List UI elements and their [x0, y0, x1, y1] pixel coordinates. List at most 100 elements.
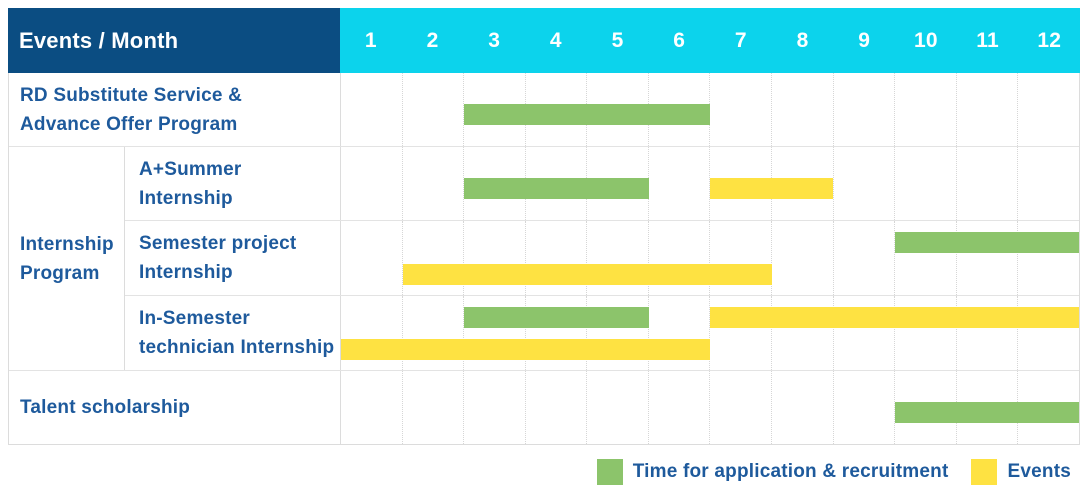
month-grid-cell	[957, 147, 1019, 220]
header-title-cell: Events / Month	[8, 8, 340, 73]
month-grid-cell	[895, 73, 957, 146]
table-body: RD Substitute Service & Advance Offer Pr…	[8, 73, 1080, 445]
month-grid-cell	[834, 296, 896, 370]
month-label: 1	[364, 28, 377, 52]
month-label: 5	[611, 28, 624, 52]
month-grid-cell	[587, 221, 649, 295]
month-grid-cell	[772, 221, 834, 295]
month-grid-cell	[649, 221, 711, 295]
row-label-cell: A+Summer Internship	[125, 147, 341, 220]
gantt-bar-yellow	[402, 264, 772, 285]
month-grid-cell	[772, 147, 834, 220]
month-grid-cell	[403, 296, 465, 370]
row-label: In-Semester technician Internship	[139, 308, 335, 358]
gantt-bar-green	[464, 178, 649, 199]
month-header-row: 1 2 3 4 5 6 7 8 9 10 11 12	[340, 8, 1080, 73]
row-track	[341, 147, 1079, 220]
group-label-cell: Internship Program	[9, 147, 125, 370]
gantt-bar-green	[894, 402, 1079, 423]
row-label-cell: Talent scholarship	[9, 371, 341, 444]
table-row-in-semester: In-Semester technician Internship	[125, 295, 1079, 370]
month-grid-cell	[341, 296, 403, 370]
month-grid-cell	[464, 296, 526, 370]
table-row-talent-scholarship: Talent scholarship	[9, 370, 1079, 444]
header-title: Events / Month	[19, 27, 179, 53]
month-grid-cell	[957, 221, 1019, 295]
row-track	[341, 73, 1079, 146]
gantt-bar-green	[464, 307, 649, 328]
month-grid-cell	[834, 147, 896, 220]
month-grid-cell	[895, 221, 957, 295]
month-label: 7	[734, 28, 747, 52]
month-label: 11	[976, 28, 999, 52]
month-grid-cell	[772, 371, 834, 444]
month-grid-cell	[895, 296, 957, 370]
month-grid-cell	[710, 371, 773, 444]
row-label-cell: Semester project Internship	[125, 221, 341, 295]
legend-swatch-events	[971, 459, 998, 485]
month-grid-cell	[649, 296, 711, 370]
month-label: 9	[858, 28, 871, 52]
month-grid-cell	[895, 147, 957, 220]
month-label: 2	[426, 28, 439, 52]
month-grid-cell	[403, 221, 465, 295]
month-grid-cell	[772, 296, 834, 370]
month-grid-cell	[957, 73, 1019, 146]
row-track	[341, 371, 1079, 444]
row-label-cell: RD Substitute Service & Advance Offer Pr…	[9, 73, 341, 146]
month-grid-cell	[957, 296, 1019, 370]
month-grid-cell	[526, 296, 588, 370]
row-label-cell: In-Semester technician Internship	[125, 296, 341, 370]
gantt-bar-yellow	[341, 339, 710, 360]
month-grid-cell	[834, 73, 896, 146]
month-grid-cell	[649, 371, 711, 444]
group-rows: A+Summer Internship Semester project Int…	[125, 147, 1079, 370]
month-grid-cell	[341, 371, 403, 444]
row-label: Talent scholarship	[20, 397, 191, 418]
legend: Time for application & recruitment Event…	[596, 456, 1071, 488]
month-label: 8	[796, 28, 809, 52]
gantt-bar-green	[464, 104, 710, 125]
month-grid-cell	[403, 371, 465, 444]
month-label: 4	[549, 28, 562, 52]
month-grid-cell	[341, 73, 403, 146]
row-track	[341, 221, 1079, 295]
month-grid-cell	[710, 73, 773, 146]
month-grid-cell	[834, 371, 896, 444]
month-grid-cell	[526, 371, 588, 444]
month-grid-cell	[1018, 73, 1079, 146]
month-grid-cell	[772, 73, 834, 146]
legend-label-events: Events	[1007, 461, 1071, 482]
month-grid-cell	[341, 221, 403, 295]
month-grid-cell	[464, 221, 526, 295]
legend-swatch-application	[596, 459, 623, 485]
month-label: 3	[488, 28, 501, 52]
month-grid-cell	[341, 147, 403, 220]
month-grid-cell	[710, 221, 773, 295]
row-label: Semester project Internship	[139, 233, 297, 283]
events-table: Events / Month 1 2 3 4 5 6 7 8 9 10 11 12 RD Substi…	[8, 8, 1080, 445]
month-grid-cell	[587, 371, 649, 444]
group-label: Internship Program	[20, 233, 114, 284]
row-label: RD Substitute Service & Advance Offer Pr…	[20, 84, 243, 135]
internship-program-group: Internship Program A+Summer Internship S…	[9, 146, 1079, 370]
month-grid-cell	[403, 147, 465, 220]
month-grid-cell	[587, 296, 649, 370]
table-row-rd-substitute: RD Substitute Service & Advance Offer Pr…	[9, 73, 1079, 146]
gantt-bar-yellow	[710, 307, 1079, 328]
legend-label-application: Time for application & recruitment	[632, 461, 949, 482]
month-grid-cell	[649, 147, 711, 220]
month-grid-cell	[403, 73, 465, 146]
month-label: 10	[914, 28, 938, 52]
month-label: 6	[673, 28, 686, 52]
month-grid-cell	[834, 221, 896, 295]
row-label: A+Summer Internship	[139, 158, 242, 209]
month-grid-cell	[464, 371, 526, 444]
row-track	[341, 296, 1079, 370]
gantt-bar-green	[894, 232, 1079, 253]
month-grid-cell	[710, 296, 773, 370]
month-label: 12	[1037, 28, 1062, 52]
month-grid-cell	[1018, 147, 1079, 220]
table-header: Events / Month 1 2 3 4 5 6 7 8 9 10 11 12	[8, 8, 1080, 73]
